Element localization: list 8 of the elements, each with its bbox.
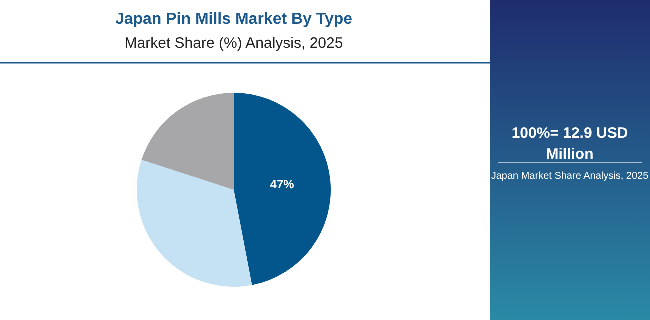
pie-slice <box>137 160 252 287</box>
text: 100%= 12.9 USD Million <box>512 125 628 163</box>
text: Japan Market Share Analysis, 2025 <box>491 171 650 182</box>
chart-subtitle: Market Share (%) Analysis, 2025 <box>124 35 344 52</box>
data-label: 47% <box>270 178 295 192</box>
chart-title: Japan Pin Mills Market By Type <box>115 11 353 28</box>
pie-slice <box>142 93 234 190</box>
pie-slice <box>234 93 331 286</box>
